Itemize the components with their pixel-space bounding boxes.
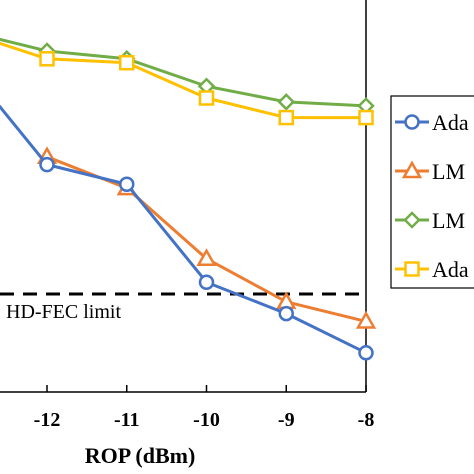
series-2-point-4 bbox=[277, 93, 296, 111]
series-0-point-2 bbox=[119, 176, 135, 192]
legend-marker-1 bbox=[401, 160, 423, 179]
x-tick-label-1: -11 bbox=[114, 409, 140, 431]
series-0-point-1 bbox=[39, 156, 55, 173]
x-axis-title: ROP (dBm) bbox=[85, 443, 196, 468]
series-1-line bbox=[46, 155, 367, 323]
series-layer bbox=[0, 37, 377, 361]
series-0-line bbox=[0, 104, 367, 355]
series-3-point-1 bbox=[39, 51, 55, 67]
x-tick-label-2: -10 bbox=[193, 409, 220, 431]
series-2-line bbox=[0, 37, 367, 108]
series-3-point-3 bbox=[198, 90, 215, 106]
legend-label-1: LM bbox=[432, 159, 465, 184]
series-0-point-3 bbox=[198, 274, 215, 290]
hd-fec-limit-label: HD-FEC limit bbox=[6, 301, 121, 323]
series-1-point-3 bbox=[276, 291, 297, 310]
legend-label-3: Ada bbox=[432, 257, 469, 282]
series-3-line bbox=[0, 41, 366, 120]
series-2 bbox=[0, 37, 375, 115]
legend: Ada LM LM Ada bbox=[390, 95, 474, 289]
series-3-point-5 bbox=[358, 109, 374, 126]
legend-marker-0 bbox=[404, 114, 420, 130]
series-0-point-5 bbox=[358, 345, 374, 361]
series-3-point-2 bbox=[119, 54, 135, 71]
series-1-point-2 bbox=[196, 248, 217, 266]
series-1-point-4 bbox=[355, 310, 377, 329]
series-0 bbox=[0, 104, 374, 361]
legend-box bbox=[390, 95, 474, 289]
legend-marker-2 bbox=[403, 211, 421, 229]
series-3 bbox=[0, 41, 374, 126]
series-3-point-4 bbox=[278, 109, 294, 126]
legend-marker-3 bbox=[404, 261, 420, 277]
x-tick-label-4: -8 bbox=[358, 409, 375, 431]
x-tick-label-0: -12 bbox=[34, 409, 61, 431]
x-tick-label-3: -9 bbox=[278, 409, 295, 431]
legend-label-2: LM bbox=[432, 208, 465, 233]
legend-label-0: Ada bbox=[432, 110, 469, 135]
series-0-point-4 bbox=[278, 305, 294, 322]
plot-area: HD-FEC limit bbox=[0, 0, 377, 393]
x-tick-labels: -12 -11 -10 -9 -8 bbox=[34, 385, 375, 431]
